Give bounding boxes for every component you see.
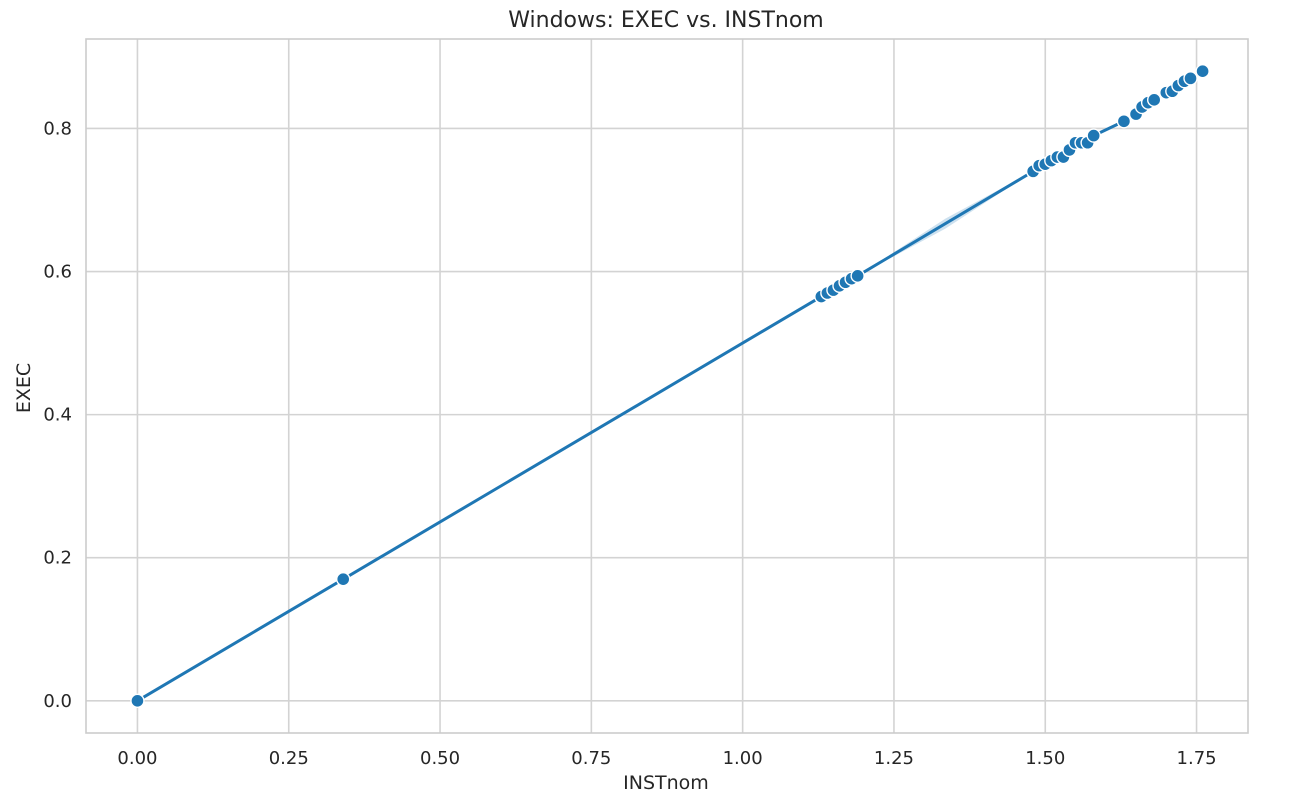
y-tick-label: 0.2 [43,548,72,569]
x-tick-label: 0.00 [117,748,157,769]
y-axis-label: EXEC [13,363,35,413]
x-tick-label: 1.00 [723,748,763,769]
data-point [336,571,351,587]
data-point [1195,63,1210,79]
x-tick-label: 1.75 [1177,748,1217,769]
chart-title: Windows: EXEC vs. INSTnom [508,8,824,33]
y-tick-label: 0.8 [43,118,72,139]
y-tick-labels: 0.0 0.2 0.4 0.6 0.8 [43,118,72,711]
y-tick-label: 0.4 [43,405,72,426]
x-tick-label: 0.25 [269,748,309,769]
data-point [850,268,865,284]
data-point [1183,71,1198,86]
grid [86,39,1248,733]
plot-frame [85,38,1249,734]
x-tick-labels: 0.00 0.25 0.50 0.75 1.00 1.25 1.50 1.75 [117,748,1216,769]
y-tick-label: 0.6 [43,262,72,283]
data-point [1146,92,1162,108]
data-point [1116,114,1132,129]
data-point [1086,128,1101,143]
x-tick-label: 1.50 [1025,748,1065,769]
x-tick-label: 1.25 [874,748,914,769]
x-tick-label: 0.75 [571,748,611,769]
x-axis-label: INSTnom [623,772,709,794]
x-tick-label: 0.50 [420,748,460,769]
marker-layer [130,63,1210,709]
data-point [130,693,145,709]
y-tick-label: 0.0 [43,691,72,712]
